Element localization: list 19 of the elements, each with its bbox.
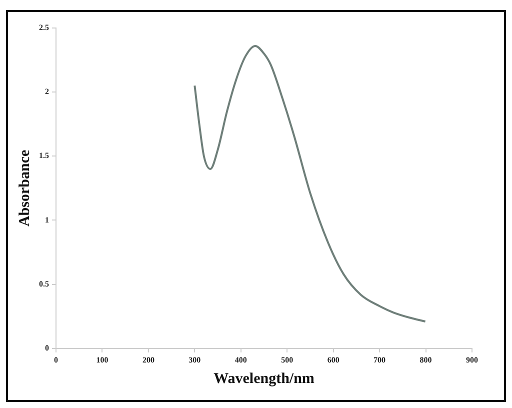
y-tick-label: 1.5 <box>39 151 49 160</box>
y-axis-title: Absorbance <box>16 150 33 227</box>
x-tick-label: 100 <box>96 355 108 364</box>
x-tick-label: 0 <box>54 355 58 364</box>
y-tick-label: 2.5 <box>39 23 49 32</box>
line-series <box>194 44 426 322</box>
x-tick-label: 800 <box>420 355 432 364</box>
x-tick-label: 700 <box>374 355 386 364</box>
x-tick-label: 600 <box>327 355 340 364</box>
y-tick-label: 0 <box>45 343 49 352</box>
x-tick-label: 900 <box>466 355 478 364</box>
x-axis-title: Wavelength/nm <box>214 370 315 387</box>
x-tick-label: 400 <box>234 355 247 364</box>
x-tick-label: 200 <box>142 355 154 364</box>
x-tick-label: 500 <box>281 355 294 364</box>
y-tick-label: 2 <box>45 87 49 96</box>
x-tick-label: 300 <box>188 355 201 364</box>
y-tick-label: 0.5 <box>39 279 49 288</box>
y-tick-label: 1 <box>45 215 49 224</box>
